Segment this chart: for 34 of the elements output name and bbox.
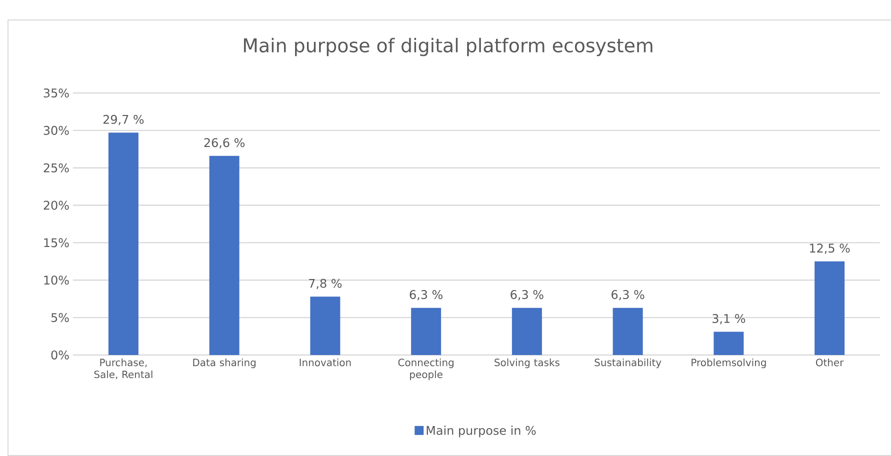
bar bbox=[411, 308, 442, 355]
y-tick-label: 5% bbox=[51, 313, 69, 322]
x-tick-label: Connecting people bbox=[398, 358, 454, 380]
data-label: 3,1 % bbox=[712, 314, 746, 324]
y-tick-label: 0% bbox=[51, 350, 69, 360]
x-tick-label: Problemsolving bbox=[692, 358, 766, 368]
x-tick-label: Purchase, Sale, Rental bbox=[94, 358, 152, 380]
x-tick-label: Innovation bbox=[300, 358, 351, 366]
y-tick-label: 35% bbox=[44, 88, 69, 98]
bar bbox=[310, 296, 340, 355]
chart-title: Main purpose of digital platform ecosystem bbox=[244, 38, 652, 56]
y-tick-label: 20% bbox=[44, 200, 69, 210]
data-label: 12,5 % bbox=[810, 244, 850, 254]
data-label: 6,3 % bbox=[612, 290, 644, 300]
data-label: 7,8 % bbox=[309, 278, 342, 290]
bar bbox=[814, 261, 845, 355]
data-label: 6,3 % bbox=[510, 290, 544, 300]
data-label: 6,3 % bbox=[410, 290, 442, 300]
bar bbox=[108, 132, 138, 355]
bar bbox=[209, 156, 240, 355]
bar bbox=[612, 308, 643, 355]
x-tick-label: Data sharing bbox=[193, 358, 256, 368]
x-tick-label: Sustainability bbox=[594, 358, 662, 368]
data-label: 29,7 % bbox=[103, 114, 144, 126]
x-tick-label: Other bbox=[816, 358, 844, 366]
data-label: 26,6 % bbox=[204, 138, 245, 148]
bar bbox=[714, 332, 744, 355]
y-tick-label: 25% bbox=[44, 163, 69, 172]
y-tick-label: 10% bbox=[44, 276, 69, 285]
bar bbox=[512, 308, 542, 355]
y-tick-label: 30% bbox=[44, 126, 69, 135]
legend-label: Main purpose in % bbox=[426, 426, 536, 438]
x-tick-label: Solving tasks bbox=[494, 358, 560, 368]
y-tick-label: 15% bbox=[44, 238, 69, 248]
